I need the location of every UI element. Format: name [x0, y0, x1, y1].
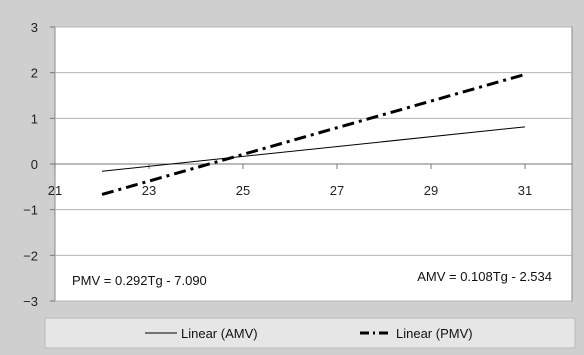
y-tick-label: 2: [31, 66, 38, 81]
x-tick-label: 21: [48, 183, 62, 198]
y-tick-label: 1: [31, 111, 38, 126]
y-tick-label: −3: [23, 294, 38, 309]
x-tick-label: 27: [330, 183, 344, 198]
series-lines: [101, 72, 526, 196]
y-tick-label: 0: [31, 157, 38, 172]
x-tick-label: 29: [424, 183, 438, 198]
series-line-pmv: [101, 72, 526, 196]
annotation-pmv-equation: PMV = 0.292Tg - 7.090: [72, 273, 207, 288]
series-line-amv: [101, 126, 526, 172]
x-tick-label: 31: [518, 183, 532, 198]
x-tick-label: 25: [236, 183, 250, 198]
gridlines: [55, 26, 572, 302]
y-tick-label: −2: [23, 248, 38, 263]
legend-box: [44, 317, 576, 349]
legend-label-pmv: Linear (PMV): [396, 326, 473, 341]
legend-label-amv: Linear (AMV): [181, 326, 258, 341]
y-tick-label: −1: [23, 203, 38, 218]
x-tick-label: 23: [142, 183, 156, 198]
annotation-amv-equation: AMV = 0.108Tg - 2.534: [417, 269, 552, 284]
y-tick-label: 3: [31, 20, 38, 35]
